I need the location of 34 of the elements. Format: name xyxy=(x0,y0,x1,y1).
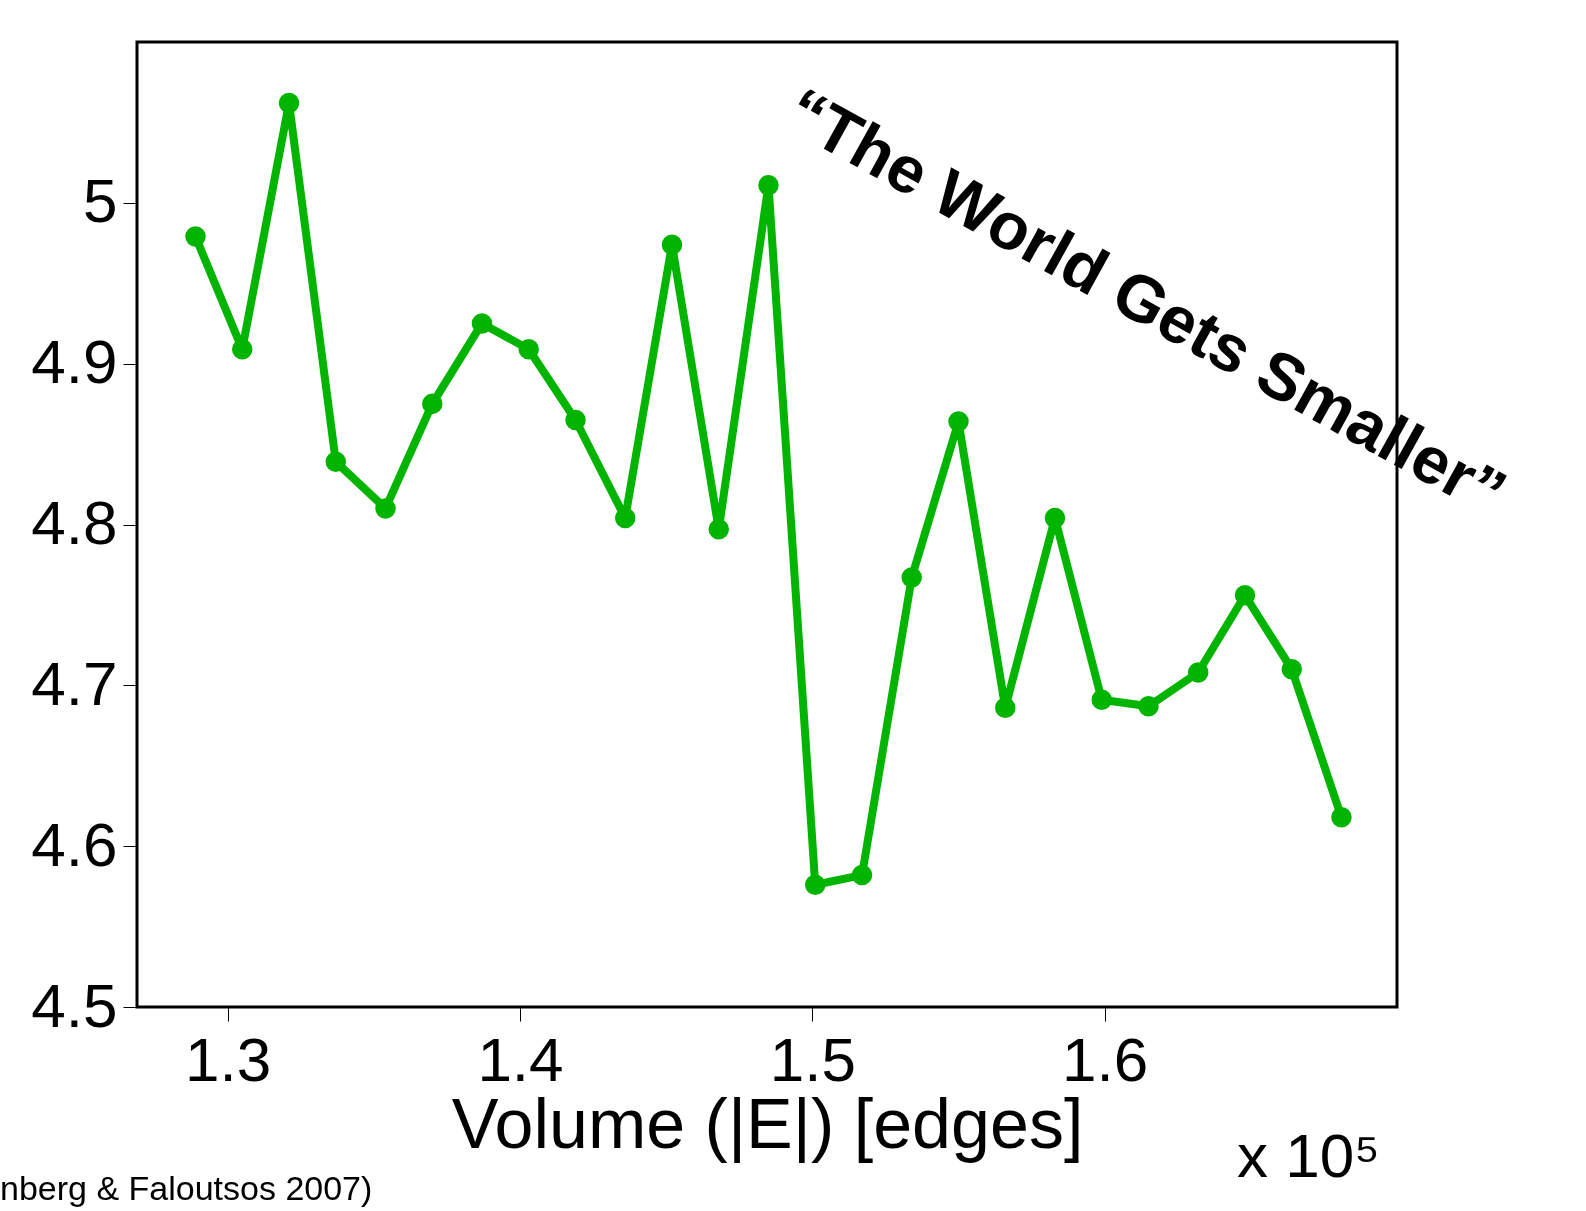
point xyxy=(804,874,826,895)
point xyxy=(614,507,636,529)
point xyxy=(901,567,922,588)
point xyxy=(948,411,969,432)
y-tick-label: 4.8 xyxy=(31,488,118,557)
point xyxy=(661,234,683,255)
point xyxy=(758,174,779,196)
point xyxy=(375,498,396,519)
text: x 10⁵ xyxy=(1237,1121,1380,1190)
text: nberg & Faloutsos 2007) xyxy=(0,1169,373,1207)
y-tick-label: 4.9 xyxy=(31,327,118,397)
y-tick-label: 4.6 xyxy=(31,809,118,879)
point xyxy=(708,519,730,540)
y-tick-label: 5 xyxy=(83,166,118,236)
point xyxy=(185,226,206,247)
point xyxy=(1044,507,1066,529)
point xyxy=(278,92,300,114)
point xyxy=(518,338,539,360)
point xyxy=(565,409,586,431)
point xyxy=(471,313,493,334)
y-tick-label: 4.5 xyxy=(31,970,118,1040)
point xyxy=(851,864,873,886)
point xyxy=(1187,662,1209,683)
point xyxy=(995,697,1016,719)
point xyxy=(422,393,443,415)
point xyxy=(1091,689,1112,711)
point xyxy=(1138,696,1159,717)
point xyxy=(1281,659,1302,680)
point xyxy=(325,451,347,472)
point xyxy=(1331,806,1352,828)
y-tick-label: 4.7 xyxy=(31,648,118,718)
point xyxy=(1234,585,1256,606)
point xyxy=(232,338,253,360)
x-tick-label: 1.3 xyxy=(185,1024,272,1094)
